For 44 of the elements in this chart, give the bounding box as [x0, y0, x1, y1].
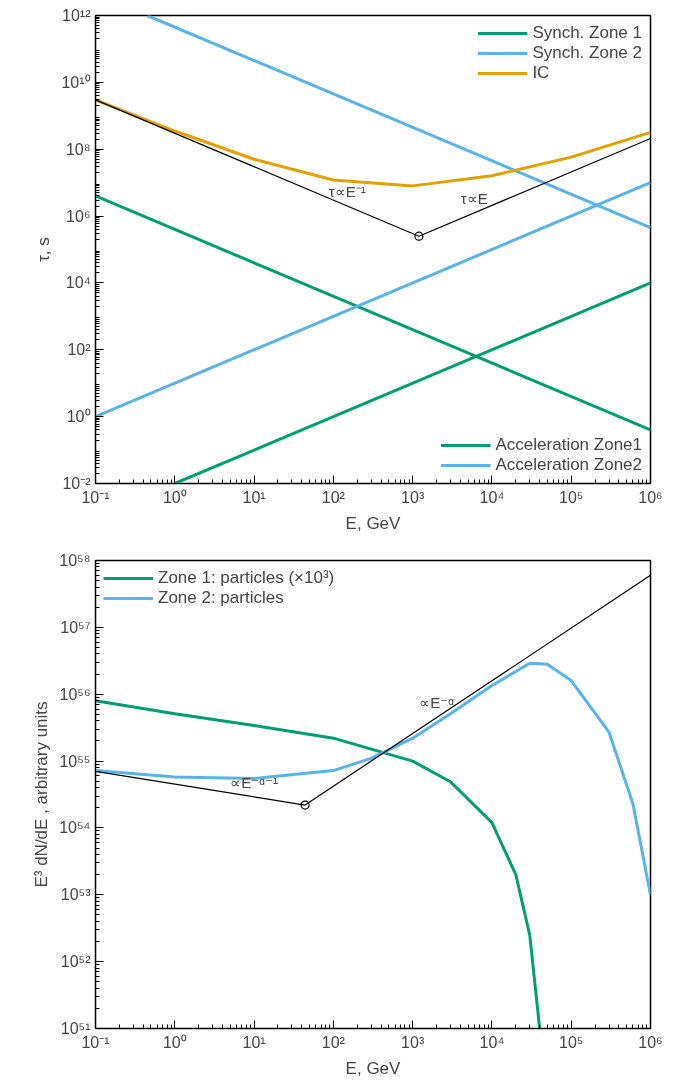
annotation: ∝E⁻ᵅ⁻¹: [230, 774, 278, 792]
x-tick-label: 10⁵: [559, 1033, 584, 1051]
legend-label: IC: [532, 63, 551, 83]
x-tick-label: 10³: [401, 1033, 425, 1051]
legend-label: Acceleration Zone2: [495, 455, 642, 475]
y-axis-title: τ, s: [34, 237, 54, 262]
y-tick-label: 10¹²: [62, 7, 92, 24]
x-tick-label: 10¹: [242, 1033, 266, 1051]
y-tick-label: 10⁵⁴: [59, 819, 91, 837]
y-tick-label: 10⁴: [65, 274, 91, 292]
y-tick-label: 10⁸: [65, 140, 91, 158]
line-series: [95, 98, 651, 188]
annotation: τ∝E: [460, 189, 488, 207]
y-tick-label: 10⁶: [66, 207, 91, 225]
y-tick-label: 10⁵²: [60, 953, 92, 971]
y-tick-label: 10¹⁰: [61, 73, 91, 91]
legend-label: Zone 1: particles (×10³): [158, 568, 335, 588]
y-tick-label: 10⁵⁶: [59, 685, 91, 703]
x-axis-title: E, GeV: [345, 513, 402, 533]
legend-label: Synch. Zone 1: [532, 23, 642, 43]
legend-label: Synch. Zone 2: [532, 43, 642, 63]
y-axis-title: E³ dN/dE , arbitrary units: [32, 701, 52, 888]
annotation: ∝E⁻ᵅ: [419, 694, 455, 712]
x-axis-title: E, GeV: [345, 1058, 402, 1078]
x-tick-label: 10¹: [242, 488, 266, 506]
annotation: τ∝E⁻¹: [328, 183, 366, 201]
y-tick-label: 10⁵⁵: [59, 752, 91, 770]
x-tick-label: 10²: [321, 1033, 346, 1051]
y-tick-label: 10²: [67, 341, 92, 359]
x-tick-label: 10²: [321, 488, 346, 506]
legend-label: Acceleration Zone1: [495, 435, 642, 455]
x-tick-label: 10⁰: [162, 488, 187, 506]
x-tick-label: 10⁰: [162, 1033, 187, 1051]
legend-label: Zone 2: particles: [158, 588, 284, 608]
y-tick-label: 10⁰: [66, 408, 91, 426]
x-tick-label: 10⁵: [559, 488, 584, 506]
y-tick-label: 10⁵³: [60, 886, 92, 904]
x-tick-label: 10³: [401, 488, 425, 506]
x-tick-label: 10⁴: [479, 1033, 505, 1051]
y-tick-label: 10⁵⁸: [59, 552, 91, 569]
y-tick-label: 10⁵⁷: [60, 618, 91, 636]
x-tick-label: 10⁶: [638, 488, 663, 506]
x-tick-label: 10⁴: [479, 488, 505, 506]
x-tick-label: 10⁶: [638, 1033, 663, 1051]
